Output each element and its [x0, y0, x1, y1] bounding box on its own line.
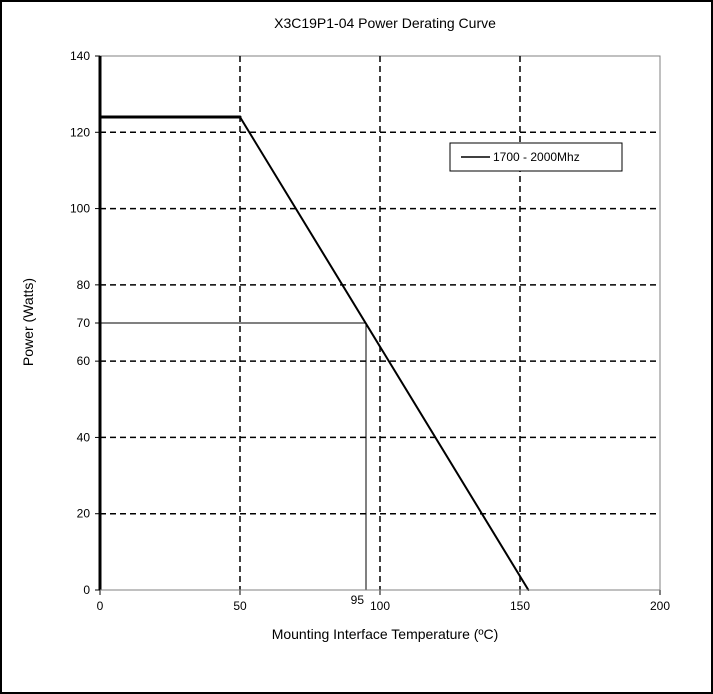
series-layer [98, 115, 530, 591]
y-tick-label-140: 140 [70, 49, 90, 63]
y-axis-label: Power (Watts) [20, 278, 36, 366]
y-tick-label-40: 40 [77, 430, 91, 444]
annotation-label-0: 95 [351, 593, 365, 607]
legend: 1700 - 2000Mhz [449, 142, 623, 172]
y-tick-label-60: 60 [77, 354, 91, 368]
series-0-segment-1 [239, 116, 530, 591]
x-tick-label-0: 0 [97, 599, 104, 613]
y-tick-label-20: 20 [77, 507, 91, 521]
x-tick-label-50: 50 [233, 599, 247, 613]
y-tick-label-120: 120 [70, 125, 90, 139]
y-tick-label-100: 100 [70, 202, 90, 216]
annotations: 95 [100, 322, 367, 607]
x-axis-label: Mounting Interface Temperature (ºC) [272, 626, 499, 642]
x-tick-label-200: 200 [650, 599, 670, 613]
y-tick-label-70: 70 [77, 316, 91, 330]
legend-entry-label: 1700 - 2000Mhz [493, 150, 580, 164]
y-axis-ticks: 0 20 40 60 70 80 100 120 140 [70, 49, 100, 597]
gridlines [100, 56, 660, 590]
chart-title: X3C19P1-04 Power Derating Curve [274, 15, 496, 31]
x-axis-ticks: 0 50 100 150 200 [97, 590, 670, 613]
x-tick-label-150: 150 [510, 599, 530, 613]
y-tick-label-0: 0 [83, 583, 90, 597]
x-tick-label-100: 100 [370, 599, 390, 613]
y-tick-label-80: 80 [77, 278, 91, 292]
